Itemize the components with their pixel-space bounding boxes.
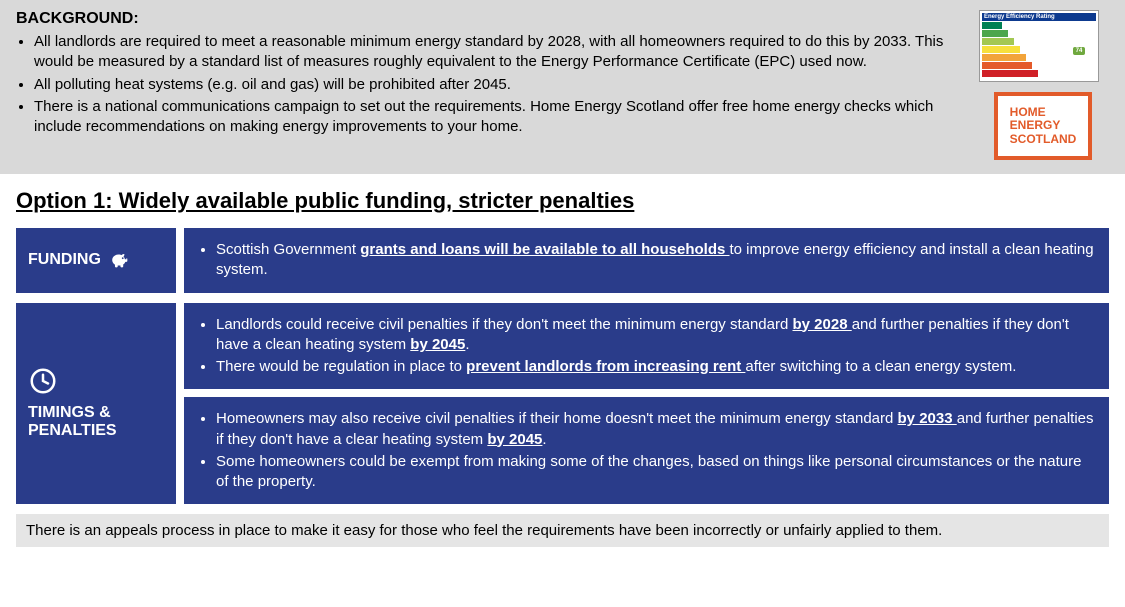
timings-row: TIMINGS & PENALTIES Landlords could rece…: [16, 303, 1109, 505]
background-bullet: There is a national communications campa…: [34, 97, 969, 138]
timings-bullet: There would be regulation in place to pr…: [216, 357, 1095, 377]
epc-title: Energy Efficiency Rating: [982, 13, 1096, 21]
epc-score: 74: [1073, 47, 1086, 55]
hes-line: HOME: [1010, 105, 1046, 119]
home-energy-scotland-logo: HOME ENERGY SCOTLAND: [994, 92, 1092, 160]
piggy-bank-icon: [109, 249, 131, 271]
timings-panel-landlords: Landlords could receive civil penalties …: [184, 303, 1109, 390]
clock-icon: [28, 366, 58, 396]
background-list: All landlords are required to meet a rea…: [16, 32, 969, 137]
background-heading: BACKGROUND:: [16, 10, 969, 28]
timings-bullet: Some homeowners could be exempt from mak…: [216, 452, 1095, 493]
background-text: BACKGROUND: All landlords are required t…: [16, 10, 969, 139]
funding-label-box: FUNDING: [16, 228, 176, 293]
timings-label-line: TIMINGS &: [28, 404, 111, 422]
timings-bullet: Homeowners may also receive civil penalt…: [216, 409, 1095, 450]
hes-line: ENERGY: [1010, 118, 1061, 132]
background-bullet: All polluting heat systems (e.g. oil and…: [34, 75, 969, 95]
timings-label-box: TIMINGS & PENALTIES: [16, 303, 176, 505]
funding-bullet: Scottish Government grants and loans wil…: [216, 240, 1095, 281]
option-title: Option 1: Widely available public fundin…: [16, 188, 1125, 214]
background-images: Energy Efficiency Rating 74 HOME ENERGY …: [979, 10, 1109, 160]
funding-label: FUNDING: [28, 251, 101, 269]
appeals-footer: There is an appeals process in place to …: [16, 514, 1109, 547]
timings-panel-homeowners: Homeowners may also receive civil penalt…: [184, 397, 1109, 504]
timings-label-line: PENALTIES: [28, 422, 117, 440]
epc-chart-icon: Energy Efficiency Rating 74: [979, 10, 1099, 82]
funding-row: FUNDING Scottish Government grants and l…: [16, 228, 1109, 293]
timings-bullet: Landlords could receive civil penalties …: [216, 315, 1095, 356]
background-bullet: All landlords are required to meet a rea…: [34, 32, 969, 73]
hes-line: SCOTLAND: [1010, 132, 1077, 146]
funding-panel: Scottish Government grants and loans wil…: [184, 228, 1109, 293]
background-section: BACKGROUND: All landlords are required t…: [0, 0, 1125, 174]
